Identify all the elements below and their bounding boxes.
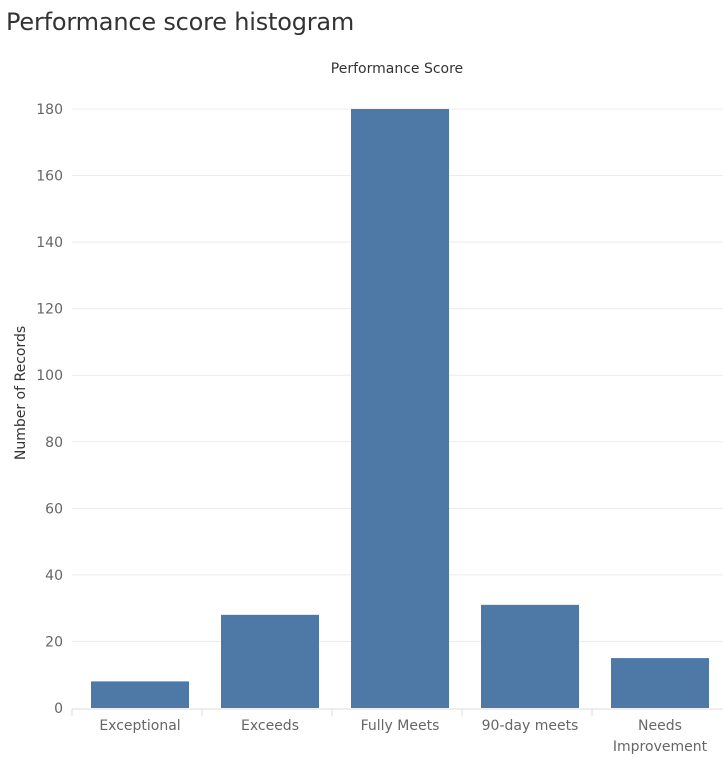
chart-title: Performance score histogram (6, 8, 355, 36)
y-tick-label: 20 (45, 634, 63, 650)
x-tick-label: Exceeds (241, 718, 299, 734)
y-tick-label: 0 (54, 701, 63, 717)
x-tick-label: 90-day meets (482, 718, 579, 734)
x-tick-label: Improvement (613, 739, 708, 755)
column-header: Performance Score (331, 61, 463, 77)
y-tick-label: 160 (36, 169, 63, 185)
x-tick-label: Exceptional (99, 718, 180, 734)
bar-fully-meets[interactable] (351, 109, 449, 708)
y-axis-title: Number of Records (13, 326, 29, 460)
axes: 0 20 40 60 80 100 120 140 160 180 Exceptional Excee… (36, 102, 723, 755)
bar-90-day-meets[interactable] (481, 604, 579, 708)
bar-exceptional[interactable] (91, 681, 189, 708)
y-tick-label: 100 (36, 368, 63, 384)
y-tick-label: 60 (45, 501, 63, 517)
bar-needs-improvement[interactable] (611, 658, 709, 708)
y-tick-label: 140 (36, 235, 63, 251)
y-tick-label: 180 (36, 102, 63, 118)
bar-exceeds[interactable] (221, 614, 319, 708)
x-tick-label: Fully Meets (361, 718, 440, 734)
x-tick-label: Needs (638, 718, 682, 734)
y-tick-label: 120 (36, 302, 63, 318)
y-tick-label: 80 (45, 435, 63, 451)
bars (91, 109, 709, 708)
y-tick-label: 40 (45, 568, 63, 584)
